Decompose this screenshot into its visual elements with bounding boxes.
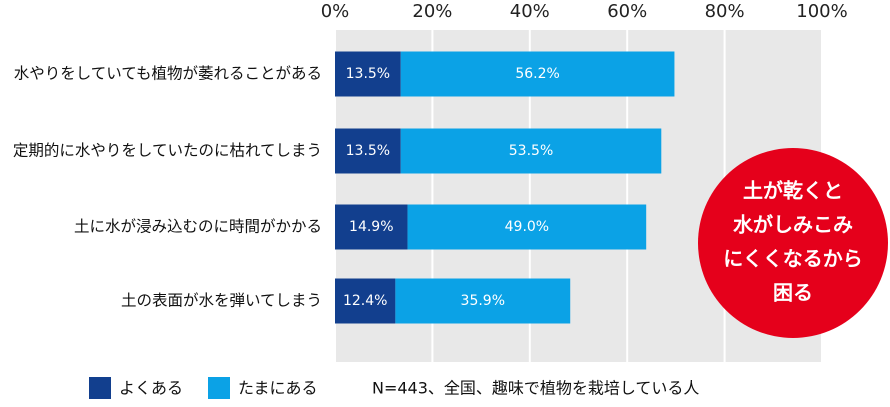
callout-text: 水がしみこみ xyxy=(733,213,853,237)
x-tick-label: 80% xyxy=(705,1,745,22)
legend-label: たまにある xyxy=(238,379,318,398)
value-label: 12.4% xyxy=(343,293,387,309)
bar-segment xyxy=(335,128,401,174)
value-label: 14.9% xyxy=(349,219,393,235)
category-label: 土の表面が水を弾いてしまう xyxy=(121,292,322,310)
bar-segment xyxy=(335,204,408,250)
callout-circle xyxy=(698,148,888,338)
x-tick-label: 100% xyxy=(796,1,847,22)
legend-swatch xyxy=(208,377,230,399)
bar-segment xyxy=(335,278,396,324)
bar-segment xyxy=(400,128,662,174)
legend-swatch xyxy=(89,377,111,399)
value-label: 56.2% xyxy=(515,66,559,82)
value-label: 13.5% xyxy=(346,66,390,82)
value-label: 49.0% xyxy=(505,219,549,235)
value-label: 13.5% xyxy=(346,143,390,159)
bar-segment xyxy=(335,51,401,97)
callout-text: 土が乾くと xyxy=(743,179,843,203)
category-label: 土に水が浸み込むのに時間がかかる xyxy=(74,218,322,236)
x-tick-label: 60% xyxy=(607,1,647,22)
category-label: 水やりをしていても植物が萎れることがある xyxy=(14,65,322,83)
x-tick-label: 40% xyxy=(510,1,550,22)
callout-text: にくくなるから xyxy=(723,247,863,271)
x-tick-label: 0% xyxy=(321,1,350,22)
note: N=443、全国、趣味で植物を栽培している人 xyxy=(372,379,699,398)
bar-segment xyxy=(407,204,647,250)
legend-label: よくある xyxy=(119,379,183,398)
bar-segment xyxy=(400,51,675,97)
callout-text: 困る xyxy=(773,281,813,305)
category-label: 定期的に水やりをしていたのに枯れてしまう xyxy=(13,142,322,160)
x-tick-label: 20% xyxy=(412,1,452,22)
bar-segment xyxy=(395,278,571,324)
value-label: 53.5% xyxy=(509,143,553,159)
value-label: 35.9% xyxy=(461,293,505,309)
